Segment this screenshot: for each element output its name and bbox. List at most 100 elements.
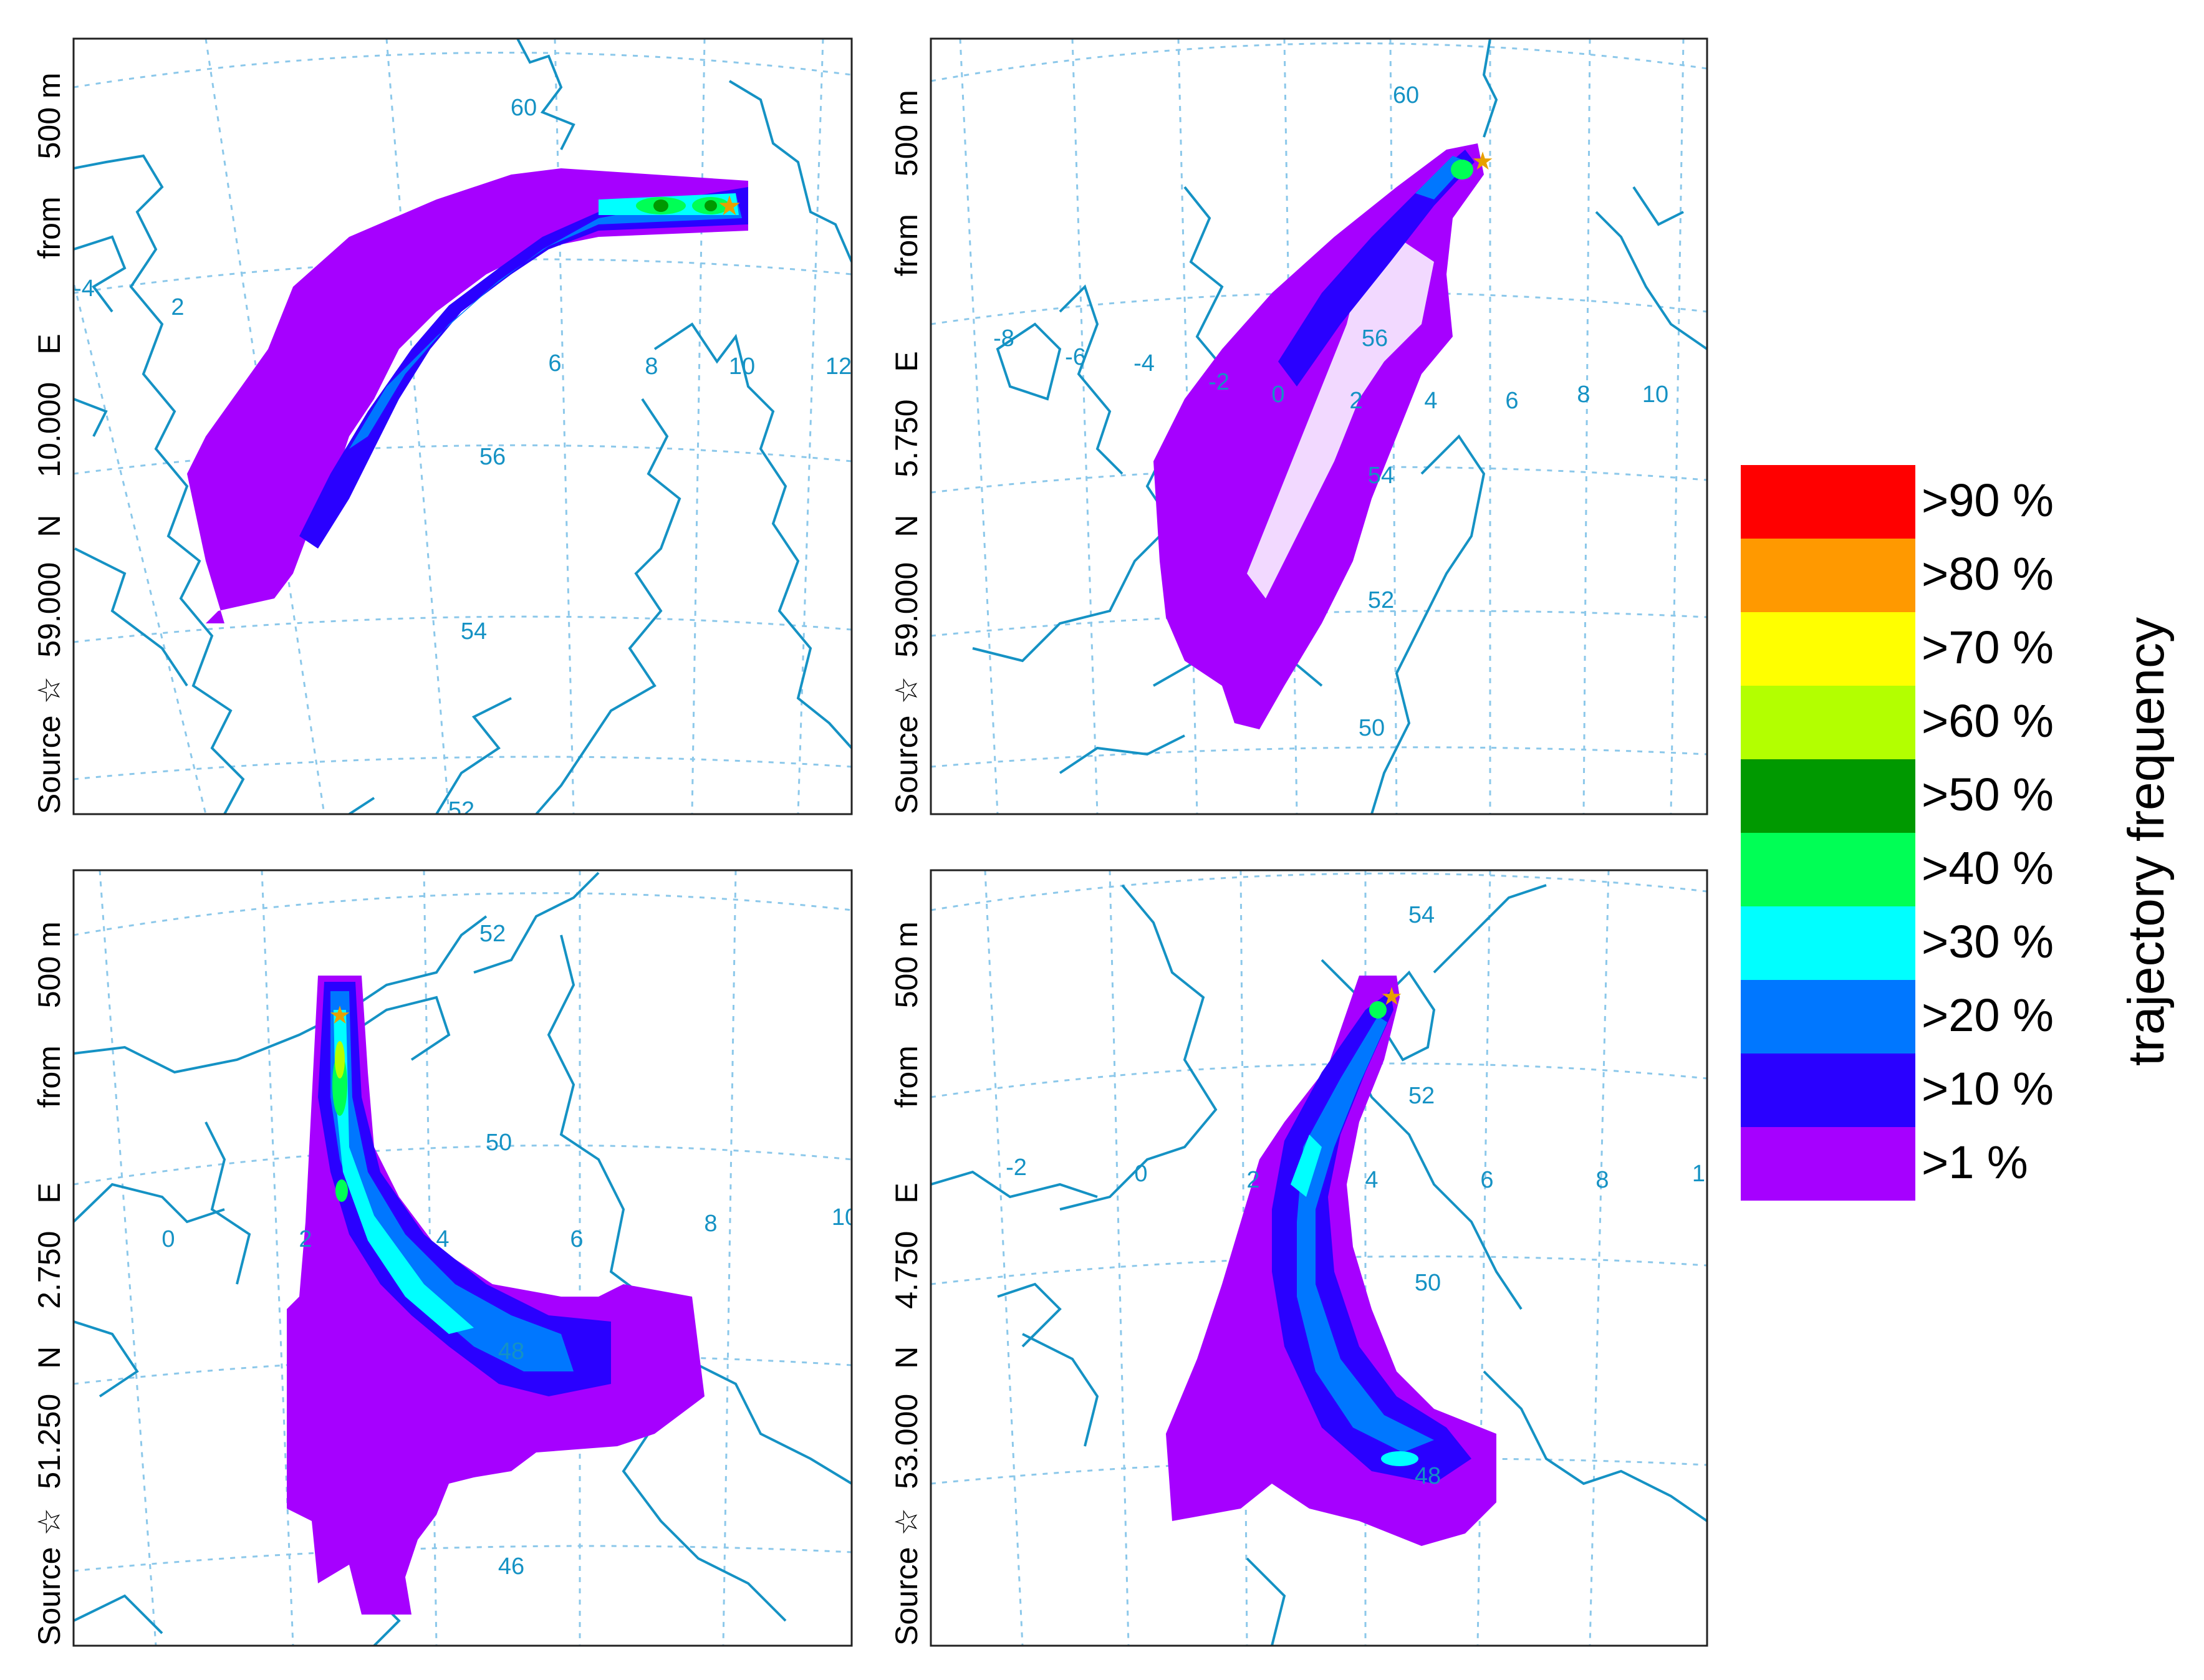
- longitude-label: 6: [1480, 1167, 1493, 1193]
- latitude-hemisphere: N: [889, 515, 924, 537]
- trajectory-density: [187, 168, 748, 623]
- latitude-label: 50: [1359, 715, 1385, 741]
- source-longitude: 2.750: [32, 1231, 67, 1309]
- longitude-label: 10: [729, 353, 755, 380]
- source-latitude: 59.000: [32, 562, 67, 658]
- longitude-label: 6: [1505, 388, 1518, 414]
- grid-labels: 60 56 54 52 50 -8 -6 -4 -2 0 2 4 6 8 10: [993, 82, 1668, 741]
- latitude-label: 48: [498, 1338, 524, 1365]
- longitude-label: 8: [1577, 382, 1590, 408]
- source-star-icon: ★: [329, 1002, 351, 1029]
- source-star-icon: ★: [717, 191, 741, 221]
- longitude-label: 2: [1349, 388, 1362, 414]
- legend: >90 % >80 % >70 % >60 % >50 % >40 % >30 % >20 %…: [1741, 465, 2175, 1201]
- longitude-label: 10: [832, 1204, 858, 1231]
- trajectory-density: [1166, 976, 1496, 1546]
- longitude-label: 8: [704, 1211, 717, 1237]
- source-word: Source: [32, 716, 67, 814]
- longitude-label: 4: [436, 1226, 449, 1252]
- legend-label: >70 %: [1922, 622, 2054, 673]
- source-word: Source: [889, 1547, 924, 1646]
- source-star-icon: ★: [1471, 148, 1494, 175]
- longitude-label: -4: [74, 276, 95, 302]
- legend-label: >10 %: [1922, 1063, 2054, 1115]
- longitude-label: 12: [825, 353, 852, 380]
- coastlines: [74, 871, 852, 1646]
- latitude-label: 52: [1408, 1083, 1435, 1109]
- longitude-label: 10: [1692, 1161, 1718, 1187]
- longitude-hemisphere: E: [32, 1183, 67, 1203]
- longitude-label: 10: [1642, 382, 1668, 408]
- latitude-hemisphere: N: [889, 1346, 924, 1369]
- trajectory-density: [1153, 143, 1484, 729]
- source-star-icon: ★: [1380, 983, 1403, 1010]
- star-icon: ☆: [889, 676, 924, 704]
- longitude-label: 4: [1365, 1167, 1378, 1193]
- source-label: Source ☆ 53.000 N 4.750 Efrom 500 m: [889, 921, 924, 1646]
- longitude-label: -2: [1208, 369, 1230, 395]
- map-frame: [930, 869, 1708, 1647]
- longitude-label: 0: [1271, 382, 1284, 408]
- legend-label: >90 %: [1922, 474, 2054, 526]
- legend-swatch: [1741, 833, 1915, 906]
- longitude-hemisphere: E: [32, 334, 67, 354]
- longitude-label: -4: [1133, 350, 1155, 377]
- latitude-label: 60: [511, 95, 537, 121]
- legend-swatch: [1741, 759, 1915, 833]
- longitude-hemisphere: E: [889, 351, 924, 372]
- latitude-hemisphere: N: [32, 515, 67, 537]
- release-height: 500 m: [32, 72, 67, 159]
- longitude-label: -2: [1006, 1154, 1027, 1181]
- latitude-label: 52: [448, 797, 474, 823]
- map-panel-top-right: ★ 60 56 54 52 50 -8 -6 -4 -2 0 2 4 6 8 10 Source ☆ 59.00…: [889, 37, 1708, 815]
- release-height: 500 m: [889, 90, 924, 176]
- latitude-label: 50: [1415, 1270, 1441, 1296]
- latitude-label: 46: [498, 1553, 524, 1580]
- longitude-label: 0: [161, 1226, 175, 1252]
- legend-label: >20 %: [1922, 989, 2054, 1041]
- source-longitude: 5.750: [889, 400, 924, 478]
- source-label-text: Source ☆ 53.000 N 4.750 Efrom 500 m: [889, 921, 924, 1646]
- latitude-label: 56: [479, 444, 506, 470]
- latitude-label: 60: [1393, 82, 1419, 108]
- source-longitude: 10.000: [32, 382, 67, 478]
- legend-swatch: [1741, 1054, 1915, 1127]
- source-label: Source ☆ 59.000 N 5.750 Efrom 500 m: [889, 90, 924, 814]
- release-height: 500 m: [32, 921, 67, 1008]
- source-label: Source ☆ 59.000 N 10.000 Efrom 500 m: [32, 72, 67, 814]
- latitude-label: 54: [1368, 463, 1394, 489]
- map-panel-top-left: ★ 60 56 54 52 -4 2 6 8 10 12 Source ☆ 59.000 N 10.000…: [32, 37, 853, 823]
- from-word: from: [889, 1045, 924, 1108]
- graticule: [74, 870, 852, 1646]
- longitude-label: 8: [1595, 1167, 1609, 1193]
- star-icon: ☆: [32, 1508, 67, 1536]
- map-frame: [72, 37, 853, 815]
- graticule: [931, 870, 1707, 1646]
- source-label-text: Source ☆ 59.000 N 10.000 Efrom 500 m: [32, 72, 67, 814]
- legend-swatch: [1741, 980, 1915, 1054]
- latitude-label: 54: [461, 618, 487, 645]
- longitude-label: 0: [1134, 1161, 1147, 1187]
- source-latitude: 51.250: [32, 1394, 67, 1489]
- latitude-label: 52: [479, 921, 506, 947]
- source-label-text: Source ☆ 59.000 N 5.750 Efrom 500 m: [889, 90, 924, 814]
- legend-label: >80 %: [1922, 548, 2054, 600]
- graticule: [931, 39, 1707, 814]
- coastlines: [74, 39, 852, 814]
- latitude-label: 52: [1368, 587, 1394, 613]
- legend-label: >60 %: [1922, 695, 2054, 747]
- legend-swatch: [1741, 686, 1915, 759]
- legend-swatch: [1741, 539, 1915, 612]
- longitude-label: -6: [1065, 344, 1086, 370]
- legend-swatch: [1741, 1127, 1915, 1201]
- source-word: Source: [889, 716, 924, 814]
- latitude-label: 50: [486, 1130, 512, 1156]
- latitude-label: 48: [1415, 1463, 1441, 1489]
- map-frame: [72, 869, 853, 1647]
- source-label-text: Source ☆ 51.250 N 2.750 Efrom 500 m: [32, 921, 67, 1646]
- legend-label: >30 %: [1922, 916, 2054, 967]
- legend-swatch: [1741, 906, 1915, 980]
- longitude-label: 8: [645, 353, 658, 380]
- longitude-label: 2: [1246, 1167, 1259, 1193]
